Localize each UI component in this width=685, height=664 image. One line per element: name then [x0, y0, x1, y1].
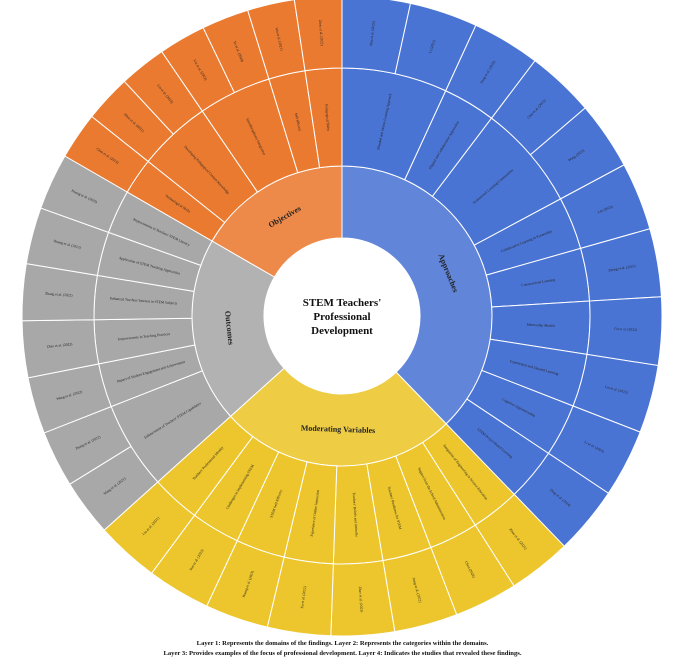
study-label: Xu et al. (2022) — [300, 585, 307, 609]
domain-label: Moderating Variables — [301, 423, 376, 435]
center-title-line-2: Professional — [313, 311, 370, 323]
study-label: Li (2023) — [428, 39, 436, 54]
study-segment — [293, 0, 343, 72]
category-label: Self-efficacy — [294, 112, 302, 131]
study-label: Zhao et al. (2023) — [47, 342, 74, 349]
category-label: Mentorship Models — [527, 323, 556, 328]
study-label: Lee (2023) — [597, 204, 614, 214]
study-label: Zhou et al. (2022) — [318, 20, 324, 47]
category-label: Pedagogical Shifts — [324, 104, 330, 132]
center-title-line-3: Development — [311, 325, 373, 337]
category-label: Experience of Online Instruction — [310, 489, 320, 537]
study-label: Zhao et al. (2023) — [358, 586, 364, 613]
study-label: Jiang et al. (2022) — [412, 577, 423, 604]
study-label: Wu et al. (2021) — [274, 27, 283, 51]
study-label: Gu et al. (2023) — [614, 327, 638, 332]
center-title-line-1: STEM Teachers' — [303, 297, 382, 309]
study-label: Wang et al. (2022) — [56, 390, 83, 402]
category-label: Enhanced Teachers' Interest in STEM Subj… — [110, 296, 178, 305]
caption-line-1: Layer 1: Represents the domains of the f… — [196, 640, 489, 647]
study-label: Shin et al. (2022) — [369, 20, 376, 46]
category-label: Improvements in Teaching Practices — [118, 332, 171, 342]
study-label: Huang et al. (2023) — [53, 239, 82, 250]
category-label: Constructivist Learning — [521, 278, 555, 288]
study-label: Lin et al. (2023) — [604, 385, 628, 395]
center-hub — [264, 238, 420, 394]
study-label: Zhang et al. (2022) — [45, 292, 74, 298]
study-label: Zheng et al. (2023) — [608, 264, 637, 273]
domain-label: Outcomes — [223, 310, 236, 345]
caption-line-2: Layer 3: Provides examples of the focus … — [163, 650, 522, 657]
category-label: Teachers' Beliefs and Attitudes — [352, 492, 359, 537]
